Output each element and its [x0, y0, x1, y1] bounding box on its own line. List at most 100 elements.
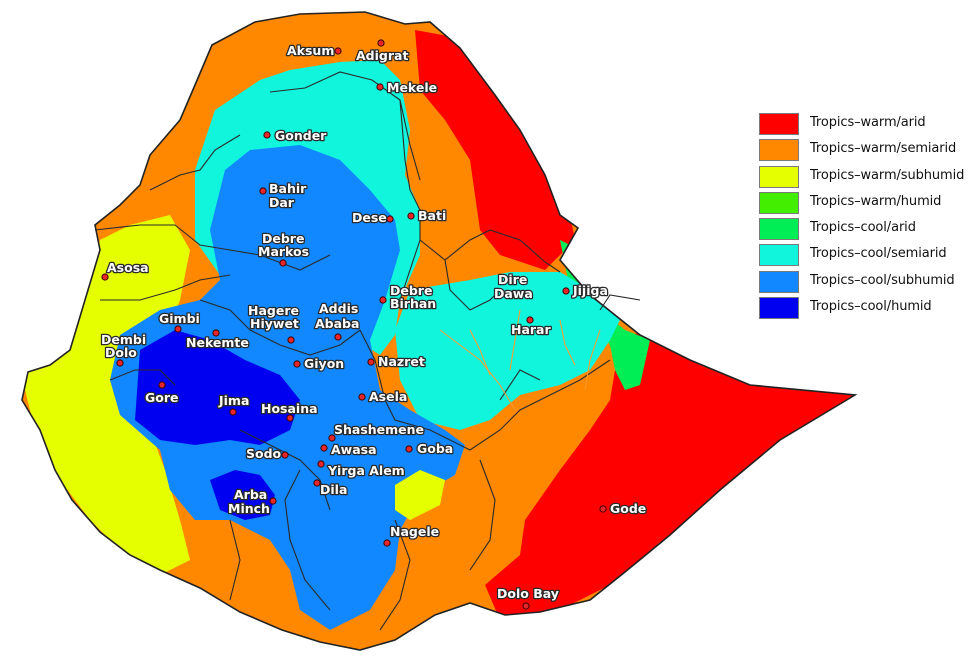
legend-label: Tropics–warm/arid: [810, 115, 926, 130]
legend-swatch: [759, 297, 799, 320]
city-dot-gonder: [263, 131, 271, 139]
city-label-dire: Dire: [498, 272, 527, 287]
zone-warm-subhumid-south: [395, 470, 445, 520]
city-dot-awasa: [320, 444, 328, 452]
city-label-nagele: Nagele: [390, 524, 439, 539]
city-dot-addis-ababa: [334, 333, 342, 341]
legend-item-cool-arid: Tropics–cool/arid: [759, 218, 980, 241]
city-label-hagere: Hagere: [248, 303, 299, 318]
city-dot-harar: [526, 316, 534, 324]
city-dot-debre-markos: [279, 259, 287, 267]
city-dot-sodo: [281, 451, 289, 459]
city-label-hosaina: Hosaina: [261, 401, 318, 416]
legend-label: Tropics–cool/arid: [810, 220, 916, 236]
city-dot-arba-minch: [269, 497, 277, 505]
city-label-shashemene: Shashemene: [334, 422, 424, 437]
city-label-adigrat: Adigrat: [356, 48, 408, 63]
city-dot-debre-birhan: [379, 296, 387, 304]
city-label-bahir: Bahir: [269, 181, 307, 196]
city-label-nazret: Nazret: [378, 354, 425, 369]
legend-label: Tropics–cool/subhumid: [810, 272, 955, 288]
city-label-minch: Minch: [228, 501, 270, 516]
city-dot-hagere-hiywet: [287, 336, 295, 344]
legend-label: Tropics–cool/humid: [810, 299, 932, 315]
city-dot-asela: [358, 393, 366, 401]
city-dot-mekele: [376, 83, 384, 91]
city-dot-aksum: [334, 47, 342, 55]
city-dot-dila: [313, 479, 321, 487]
city-label-harar: Harar: [511, 322, 551, 337]
city-label-sodo: Sodo: [246, 446, 282, 461]
zone-cool-semiarid-east: [395, 272, 620, 430]
city-label-jijiga: Jijiga: [572, 283, 608, 298]
city-label-addis: Addis: [319, 301, 358, 316]
city-dot-giyon: [293, 360, 301, 368]
city-label-gimbi: Gimbi: [159, 311, 200, 326]
legend-label: Tropics–warm/semiarid: [810, 141, 957, 157]
legend-label: Tropics–warm/subhumid: [810, 167, 965, 183]
legend-item-warm-humid: Tropics–warm/humid: [759, 191, 980, 214]
city-label-ababa: Ababa: [315, 316, 359, 331]
legend-swatch: [759, 218, 799, 241]
legend-swatch: [759, 113, 799, 135]
city-label-dembi: Dembi: [101, 332, 146, 347]
city-dot-dire-dawa: [508, 291, 516, 299]
city-label-dese: Dese: [352, 210, 387, 225]
city-label-hiywet: Hiywet: [250, 316, 299, 331]
legend-item-warm-subhumid: Tropics–warm/subhumid: [759, 165, 980, 188]
city-label-gonder: Gonder: [275, 128, 327, 143]
city-label-goba: Goba: [417, 441, 453, 456]
zone-cool-humid-south: [210, 470, 275, 520]
city-label-debre-1: Debre: [262, 231, 304, 246]
city-label-asela: Asela: [369, 389, 407, 404]
legend-item-cool-subhumid: Tropics–cool/subhumid: [759, 270, 980, 293]
zone-warm-arid-southeast: [485, 330, 855, 620]
region-boundaries: [94, 71, 641, 631]
legend-swatch: [759, 244, 799, 267]
legend-swatch: [759, 270, 799, 293]
city-label-dila: Dila: [320, 482, 347, 497]
city-label-aksum: Aksum: [287, 43, 334, 58]
city-dot-nazret: [367, 358, 375, 366]
legend-swatch: [759, 139, 799, 162]
city-label-giyon: Giyon: [304, 356, 344, 371]
city-label-dawa: Dawa: [494, 286, 533, 301]
city-dot-goba: [405, 445, 413, 453]
city-dot-gore: [158, 381, 166, 389]
legend-item-warm-arid: Tropics–warm/arid: [759, 113, 980, 135]
legend-item-warm-semiarid: Tropics–warm/semiarid: [759, 139, 980, 162]
city-dot-shashemene: [328, 434, 336, 442]
legend-label: Tropics–warm/humid: [810, 193, 942, 209]
city-dot-nagele: [383, 539, 391, 547]
city-dot-dembi-dolo: [116, 359, 124, 367]
city-dot-gimbi: [174, 325, 182, 333]
city-label-bati: Bati: [418, 208, 446, 223]
legend-item-cool-humid: Tropics–cool/humid: [759, 297, 980, 320]
rivers: [439, 309, 601, 411]
city-markers: [101, 39, 607, 610]
legend-item-cool-semiarid: Tropics–cool/semiarid: [759, 244, 980, 267]
city-dot-bati: [407, 212, 415, 220]
city-label-arba: Arba: [234, 487, 267, 502]
zone-warm-subhumid-west: [22, 215, 190, 575]
city-label-markos: Markos: [258, 244, 309, 259]
city-dot-bahir-dar: [259, 187, 267, 195]
city-label-asosa: Asosa: [107, 260, 149, 275]
legend-label: Tropics–cool/semiarid: [810, 246, 947, 262]
city-label-mekele: Mekele: [387, 80, 437, 95]
city-dot-asosa: [101, 273, 109, 281]
city-label-dolo-bay: Dolo Bay: [497, 586, 559, 601]
city-dot-dese: [386, 215, 394, 223]
city-label-awasa: Awasa: [331, 442, 377, 457]
city-dot-gode: [599, 505, 607, 513]
country-border: [21, 11, 858, 651]
city-label-nekemte: Nekemte: [186, 335, 249, 350]
city-labels: Aksum Adigrat Mekele Gonder Bahir Dar De…: [100, 42, 648, 603]
legend-swatch: [759, 191, 799, 214]
city-dot-jima: [229, 408, 237, 416]
city-label-debre-2: Debre: [390, 283, 432, 298]
city-dot-hosaina: [286, 414, 294, 422]
legend-swatch: [759, 165, 799, 188]
